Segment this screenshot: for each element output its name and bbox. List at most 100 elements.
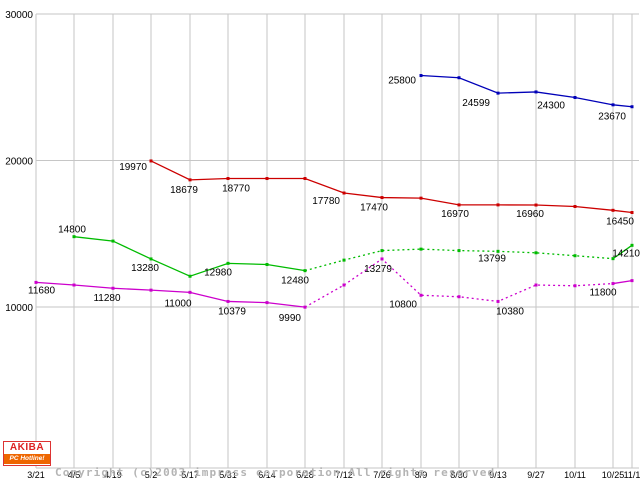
- series-magenta-marker: [265, 301, 269, 305]
- series-magenta-marker: [226, 299, 230, 303]
- series-blue-value-label: 24300: [537, 101, 565, 112]
- x-axis-label: 9/27: [527, 470, 545, 480]
- series-red-value-label: 16970: [441, 209, 469, 220]
- series-green-value-label: 12980: [204, 267, 232, 278]
- series-magenta-marker: [534, 283, 538, 287]
- series-red-value-label: 17470: [360, 203, 388, 214]
- series-red-value-label: 16450: [606, 217, 634, 228]
- series-blue-value-label: 23670: [598, 112, 626, 123]
- series-green-marker: [496, 249, 500, 253]
- series-green-marker: [111, 239, 115, 243]
- x-axis-label: 11/1: [624, 470, 640, 480]
- series-red-value-label: 18770: [222, 184, 250, 195]
- series-magenta-marker: [342, 283, 346, 287]
- series-red-marker: [611, 208, 615, 212]
- x-axis-label: 4/5: [68, 470, 81, 480]
- x-axis-label: 5/17: [181, 470, 199, 480]
- series-red-marker: [188, 178, 192, 182]
- x-axis-label: 6/28: [296, 470, 314, 480]
- footer: AKIBA PC Hotline! Copyright (c)2003 impr…: [0, 438, 640, 480]
- series-magenta-value-label: 13279: [364, 264, 392, 275]
- series-red-marker: [265, 177, 269, 181]
- series-magenta-value-label: 11280: [93, 293, 121, 304]
- series-blue-marker: [534, 90, 538, 94]
- series-green-marker: [419, 247, 423, 251]
- series-magenta-marker: [188, 290, 192, 294]
- akiba-logo-text: AKIBA: [9, 442, 45, 453]
- series-blue-value-label: 24599: [462, 98, 490, 109]
- series-red-marker: [342, 191, 346, 195]
- series-magenta-marker: [573, 284, 577, 288]
- x-axis-label: 7/12: [335, 470, 353, 480]
- series-magenta-marker: [496, 299, 500, 303]
- series-magenta-marker: [457, 295, 461, 299]
- series-red-marker: [457, 203, 461, 207]
- series-green-marker: [457, 249, 461, 253]
- y-axis-label: 30000: [5, 10, 33, 21]
- series-magenta-marker: [630, 279, 634, 283]
- series-green-value-label: 14800: [58, 225, 86, 236]
- series-magenta-line: [35, 281, 306, 308]
- series-green-marker: [265, 263, 269, 267]
- copyright-line: Copyright (c)2003 impress corporation Al…: [55, 466, 503, 479]
- series-green-marker: [303, 269, 307, 273]
- y-axis-label: 10000: [5, 303, 33, 314]
- series-magenta-value-label: 9990: [279, 313, 302, 324]
- series-red-marker: [419, 196, 423, 200]
- series-red-marker: [573, 205, 577, 209]
- series-magenta-marker: [72, 283, 76, 287]
- series-red-marker: [226, 177, 230, 181]
- series-magenta-value-label: 10800: [389, 299, 417, 310]
- series-green-marker: [72, 235, 76, 239]
- series-green-marker: [226, 261, 230, 265]
- y-axis-label: 20000: [5, 157, 33, 168]
- x-axis-label: 5/2: [145, 470, 158, 480]
- series-blue-value-label: 25800: [388, 76, 416, 87]
- series-red-value-label: 19970: [119, 162, 147, 173]
- series-magenta-marker: [34, 280, 38, 284]
- series-blue-line: [420, 74, 633, 108]
- series-magenta-line: [304, 258, 614, 308]
- x-axis-label: 9/13: [489, 470, 507, 480]
- series-green-marker: [342, 258, 346, 262]
- series-blue-marker: [611, 103, 615, 107]
- series-red-marker: [149, 159, 153, 163]
- series-blue-marker: [419, 74, 423, 78]
- series-green-value-label: 13799: [478, 253, 506, 264]
- series-magenta-line: [612, 279, 633, 285]
- series-magenta-marker: [419, 293, 423, 297]
- x-axis-label: 6/14: [258, 470, 276, 480]
- x-axis-label: 4/19: [104, 470, 122, 480]
- series-green-marker: [573, 254, 577, 258]
- series-green-marker: [611, 257, 615, 261]
- x-axis-label: 8/30: [450, 470, 468, 480]
- series-magenta-value-label: 11680: [28, 285, 56, 296]
- series-red-marker: [380, 196, 384, 200]
- footer-text: Copyright (c)2003 impress corporation Al…: [55, 439, 503, 480]
- series-red-marker: [303, 177, 307, 181]
- series-magenta-marker: [149, 288, 153, 292]
- series-magenta-value-label: 10380: [496, 306, 524, 317]
- series-green-marker: [149, 257, 153, 261]
- series-magenta-marker: [380, 257, 384, 261]
- series-green-marker: [188, 274, 192, 278]
- series-blue-marker: [457, 76, 461, 80]
- series-green-value-label: 13280: [131, 263, 159, 274]
- series-magenta-value-label: 11000: [164, 298, 192, 309]
- series-green-marker: [534, 251, 538, 255]
- series-red-marker: [534, 203, 538, 207]
- series-red-marker: [496, 203, 500, 207]
- series-red-line: [150, 160, 633, 214]
- x-axis-label: 3/21: [27, 470, 45, 480]
- x-axis-label: 10/25: [602, 470, 625, 480]
- series-green-line: [612, 244, 633, 260]
- series-green-marker: [630, 243, 634, 247]
- x-axis-label: 8/9: [415, 470, 428, 480]
- series-magenta-marker: [303, 305, 307, 309]
- series-magenta-value-label: 11800: [589, 288, 617, 299]
- series-blue-marker: [573, 96, 577, 100]
- series-green-marker: [380, 249, 384, 253]
- series-red-value-label: 18679: [170, 185, 198, 196]
